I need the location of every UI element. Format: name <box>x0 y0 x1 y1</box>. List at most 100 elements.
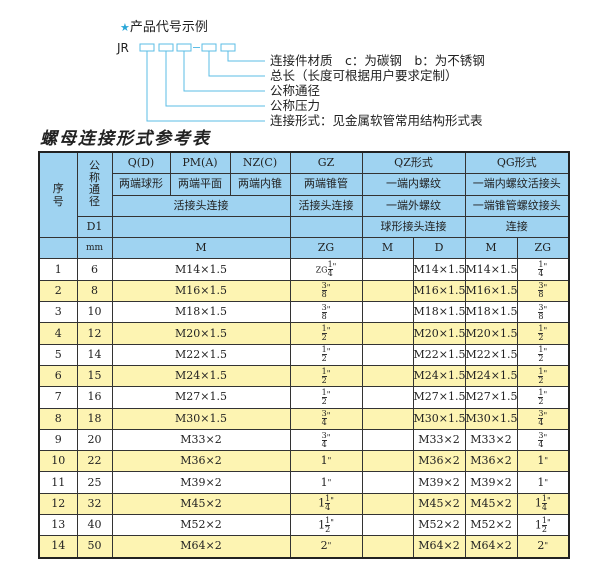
cell-zg: 1 1 4 " <box>289 492 363 516</box>
leader-line <box>146 51 265 122</box>
header-nz-desc: 两端内锥 <box>229 173 291 196</box>
cell-qz-m <box>361 301 414 324</box>
header-seq: 序号 <box>38 151 78 239</box>
header-zg: ZG <box>289 237 363 260</box>
table-row: 6 15 M24×1.5 1 2 " M24×1.5 M24×1.5 1 2 " <box>38 364 570 388</box>
zg-prefix: ZG <box>315 265 328 275</box>
cell-no: 9 <box>38 428 78 452</box>
table-row: 7 16 M27×1.5 1 2 " M27×1.5 M27×1.5 1 2 " <box>38 386 570 409</box>
header-qz-desc1: 一端内螺纹 <box>361 173 466 196</box>
cell-qz-d: M36×2 <box>412 450 466 473</box>
cell-zg: 3 8 " <box>289 279 363 303</box>
cell-dn: 14 <box>76 343 113 366</box>
cell-qg-m: M39×2 <box>464 471 518 494</box>
size-whole: 1 <box>318 518 326 532</box>
cell-qg-m: M36×2 <box>464 450 518 473</box>
cell-qg-m: M18×1.5 <box>464 301 518 324</box>
cell-dn: 25 <box>76 471 113 494</box>
cell-no: 3 <box>38 301 78 324</box>
header-nz: NZ(C) <box>229 151 291 175</box>
cell-m: M14×1.5 <box>111 258 291 281</box>
size-whole: 1 <box>534 496 542 510</box>
header-gz: GZ <box>289 151 363 175</box>
cell-qz-d: M39×2 <box>412 471 466 494</box>
label-connection: 连接形式：见金属软管常用结构形式表 <box>270 113 483 128</box>
cell-qg-m: M16×1.5 <box>464 279 518 303</box>
header-qg: QG形式 <box>464 151 570 175</box>
header-qg-desc3: 连接 <box>464 215 570 239</box>
cell-m: M36×2 <box>111 450 291 473</box>
cell-qz-m <box>361 364 414 388</box>
leader-line <box>227 51 265 62</box>
size-whole: 1 <box>537 475 545 489</box>
cell-zg: 2" <box>289 535 363 559</box>
cell-qz-d: M30×1.5 <box>412 407 466 430</box>
cell-no: 7 <box>38 386 78 409</box>
cell-qz-m <box>361 535 414 559</box>
header-dn: 公称通径 <box>76 151 113 217</box>
cell-qg-zg: 1 2 " <box>516 364 570 388</box>
cell-qz-m <box>361 279 414 303</box>
size-whole: 1 <box>320 454 328 468</box>
cell-m: M45×2 <box>111 492 291 516</box>
code-box <box>220 43 236 52</box>
header-blank <box>289 215 363 239</box>
cell-dn: 10 <box>76 301 113 324</box>
cell-qg-zg: 3 4 " <box>516 407 570 430</box>
label-diameter: 公称通径 <box>270 83 321 98</box>
cell-m: M24×1.5 <box>111 364 291 388</box>
cell-no: 11 <box>38 471 78 494</box>
table-row: 11 25 M39×2 1" M39×2 M39×2 1" <box>38 471 570 494</box>
cell-qz-d: M14×1.5 <box>412 258 466 281</box>
leader-line <box>208 51 265 77</box>
cell-no: 5 <box>38 343 78 366</box>
table-row: 14 50 M64×2 2" M64×2 M64×2 2" <box>38 535 570 559</box>
header-qg-zg: ZG <box>516 237 570 260</box>
code-box <box>201 43 217 52</box>
cell-qg-m: M64×2 <box>464 535 518 559</box>
cell-qz-d: M20×1.5 <box>412 322 466 345</box>
code-prefix: JR <box>117 41 129 55</box>
cell-dn: 18 <box>76 407 113 430</box>
table-row: 12 32 M45×2 1 1 4 " M45×2 M45×2 1 1 4 " <box>38 492 570 516</box>
header-qz-desc3: 球形接头连接 <box>361 215 466 239</box>
cell-no: 13 <box>38 514 78 537</box>
cell-dn: 6 <box>76 258 113 281</box>
cell-qg-zg: 1 1 2 " <box>516 514 570 537</box>
cell-dn: 20 <box>76 428 113 452</box>
cell-qg-m: M45×2 <box>464 492 518 516</box>
cell-dn: 22 <box>76 450 113 473</box>
header-m: M <box>111 237 291 260</box>
table-row: 9 20 M33×2 3 4 " M33×2 M33×2 3 4 " <box>38 428 570 452</box>
cell-zg: 3 8 " <box>289 301 363 324</box>
cell-no: 10 <box>38 450 78 473</box>
cell-qg-m: M24×1.5 <box>464 364 518 388</box>
cell-zg: 1" <box>289 471 363 494</box>
header-d1: D1 <box>76 215 113 239</box>
cell-qg-zg: 1 4 " <box>516 258 570 281</box>
header-blank <box>38 237 78 260</box>
cell-qg-m: M22×1.5 <box>464 343 518 366</box>
cell-qz-d: M24×1.5 <box>412 364 466 388</box>
cell-m: M30×1.5 <box>111 407 291 430</box>
cell-zg: 1" <box>289 450 363 473</box>
cell-qz-d: M64×2 <box>412 535 466 559</box>
table-row: 3 10 M18×1.5 3 8 " M18×1.5 M18×1.5 3 8 " <box>38 301 570 324</box>
size-whole: 2 <box>320 539 328 553</box>
cell-qg-zg: 3 8 " <box>516 301 570 324</box>
table-row: 13 40 M52×2 1 1 2 " M52×2 M52×2 1 1 2 " <box>38 514 570 537</box>
cell-m: M16×1.5 <box>111 279 291 303</box>
header-conn: 活接头连接 <box>111 194 291 217</box>
header-qz-desc2: 一端外螺纹 <box>361 194 466 217</box>
table-row: 10 22 M36×2 1" M36×2 M36×2 1" <box>38 450 570 473</box>
header-mm: mm <box>76 237 113 260</box>
